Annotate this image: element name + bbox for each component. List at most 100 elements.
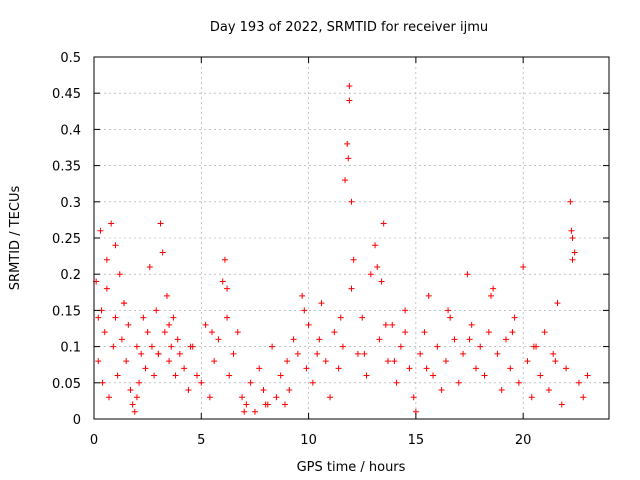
x-tick-label: 10: [300, 433, 317, 448]
data-point: [146, 263, 153, 270]
data-point: [348, 285, 355, 292]
y-tick-label: 0.4: [60, 123, 81, 138]
data-point: [389, 321, 396, 328]
data-point: [133, 343, 140, 350]
data-point: [209, 329, 216, 336]
data-point: [166, 321, 173, 328]
data-point: [260, 387, 267, 394]
data-point: [129, 401, 136, 408]
data-point: [344, 140, 351, 147]
data-point: [580, 394, 587, 401]
data-point: [181, 365, 188, 372]
data-point: [97, 227, 104, 234]
data-point: [554, 300, 561, 307]
x-tick-label: 5: [197, 433, 205, 448]
data-point: [558, 401, 565, 408]
data-point: [354, 350, 361, 357]
data-point: [346, 82, 353, 89]
data-point: [406, 365, 413, 372]
y-tick-label: 0.05: [52, 377, 81, 392]
data-point: [460, 350, 467, 357]
data-point: [211, 358, 218, 365]
data-point: [163, 292, 170, 299]
y-axis-label: SRMTID / TECUs: [8, 186, 23, 291]
data-point: [575, 379, 582, 386]
data-point: [530, 343, 537, 350]
data-point: [318, 300, 325, 307]
data-point: [284, 358, 291, 365]
data-point: [348, 198, 355, 205]
data-point: [503, 336, 509, 343]
data-point: [125, 321, 132, 328]
data-point: [515, 379, 522, 386]
data-point: [350, 256, 357, 263]
data-point: [136, 379, 143, 386]
data-point: [121, 300, 128, 307]
data-point: [273, 394, 280, 401]
data-point: [430, 372, 437, 379]
data-point: [224, 285, 231, 292]
data-point: [243, 401, 250, 408]
data-point: [550, 350, 557, 357]
data-point: [528, 394, 535, 401]
data-point: [202, 321, 209, 328]
data-point: [481, 372, 488, 379]
data-point: [402, 329, 409, 336]
data-point: [327, 394, 334, 401]
data-point: [442, 358, 449, 365]
data-point: [552, 358, 559, 365]
data-point: [335, 365, 342, 372]
data-point: [563, 365, 570, 372]
data-point: [166, 358, 173, 365]
data-point: [367, 271, 374, 278]
data-point: [569, 256, 576, 263]
data-point: [455, 379, 462, 386]
data-point: [316, 336, 323, 343]
data-point: [490, 285, 497, 292]
data-points: [93, 82, 591, 415]
data-point: [224, 314, 231, 321]
data-point: [215, 336, 222, 343]
data-point: [384, 358, 391, 365]
data-point: [187, 343, 194, 350]
data-point: [410, 394, 417, 401]
data-point: [423, 365, 430, 372]
data-point: [269, 343, 276, 350]
data-point: [95, 358, 102, 365]
data-point: [331, 329, 338, 336]
data-point: [567, 198, 574, 205]
data-point: [290, 336, 297, 343]
data-point: [251, 408, 258, 415]
data-point: [485, 329, 492, 336]
data-point: [361, 350, 368, 357]
data-point: [438, 387, 445, 394]
data-point: [127, 387, 134, 394]
data-point: [498, 387, 505, 394]
data-point: [451, 336, 458, 343]
data-point: [309, 379, 316, 386]
data-point: [194, 372, 200, 379]
y-tick-label: 0.5: [60, 51, 81, 66]
grid-lines: [94, 57, 609, 419]
data-point: [118, 336, 125, 343]
x-tick-label: 20: [515, 433, 532, 448]
y-tick-label: 0.35: [52, 160, 81, 175]
data-point: [262, 401, 269, 408]
data-point: [294, 350, 301, 357]
y-tick-label: 0.1: [60, 341, 81, 356]
axis-ticks: 0 0.05 0.1 0.15 0.2 0.25 0.3 0.35 0.4 0.45 0.5 0 5 10…: [52, 51, 609, 448]
data-point: [487, 292, 494, 299]
data-point: [142, 365, 149, 372]
data-point: [99, 379, 106, 386]
data-point: [363, 372, 370, 379]
data-point: [226, 372, 233, 379]
data-point: [303, 365, 310, 372]
data-point: [376, 336, 383, 343]
data-point: [108, 220, 115, 227]
data-point: [507, 365, 514, 372]
data-point: [185, 387, 192, 394]
data-point: [95, 314, 102, 321]
data-point: [198, 379, 205, 386]
data-point: [144, 329, 151, 336]
data-point: [464, 271, 471, 278]
